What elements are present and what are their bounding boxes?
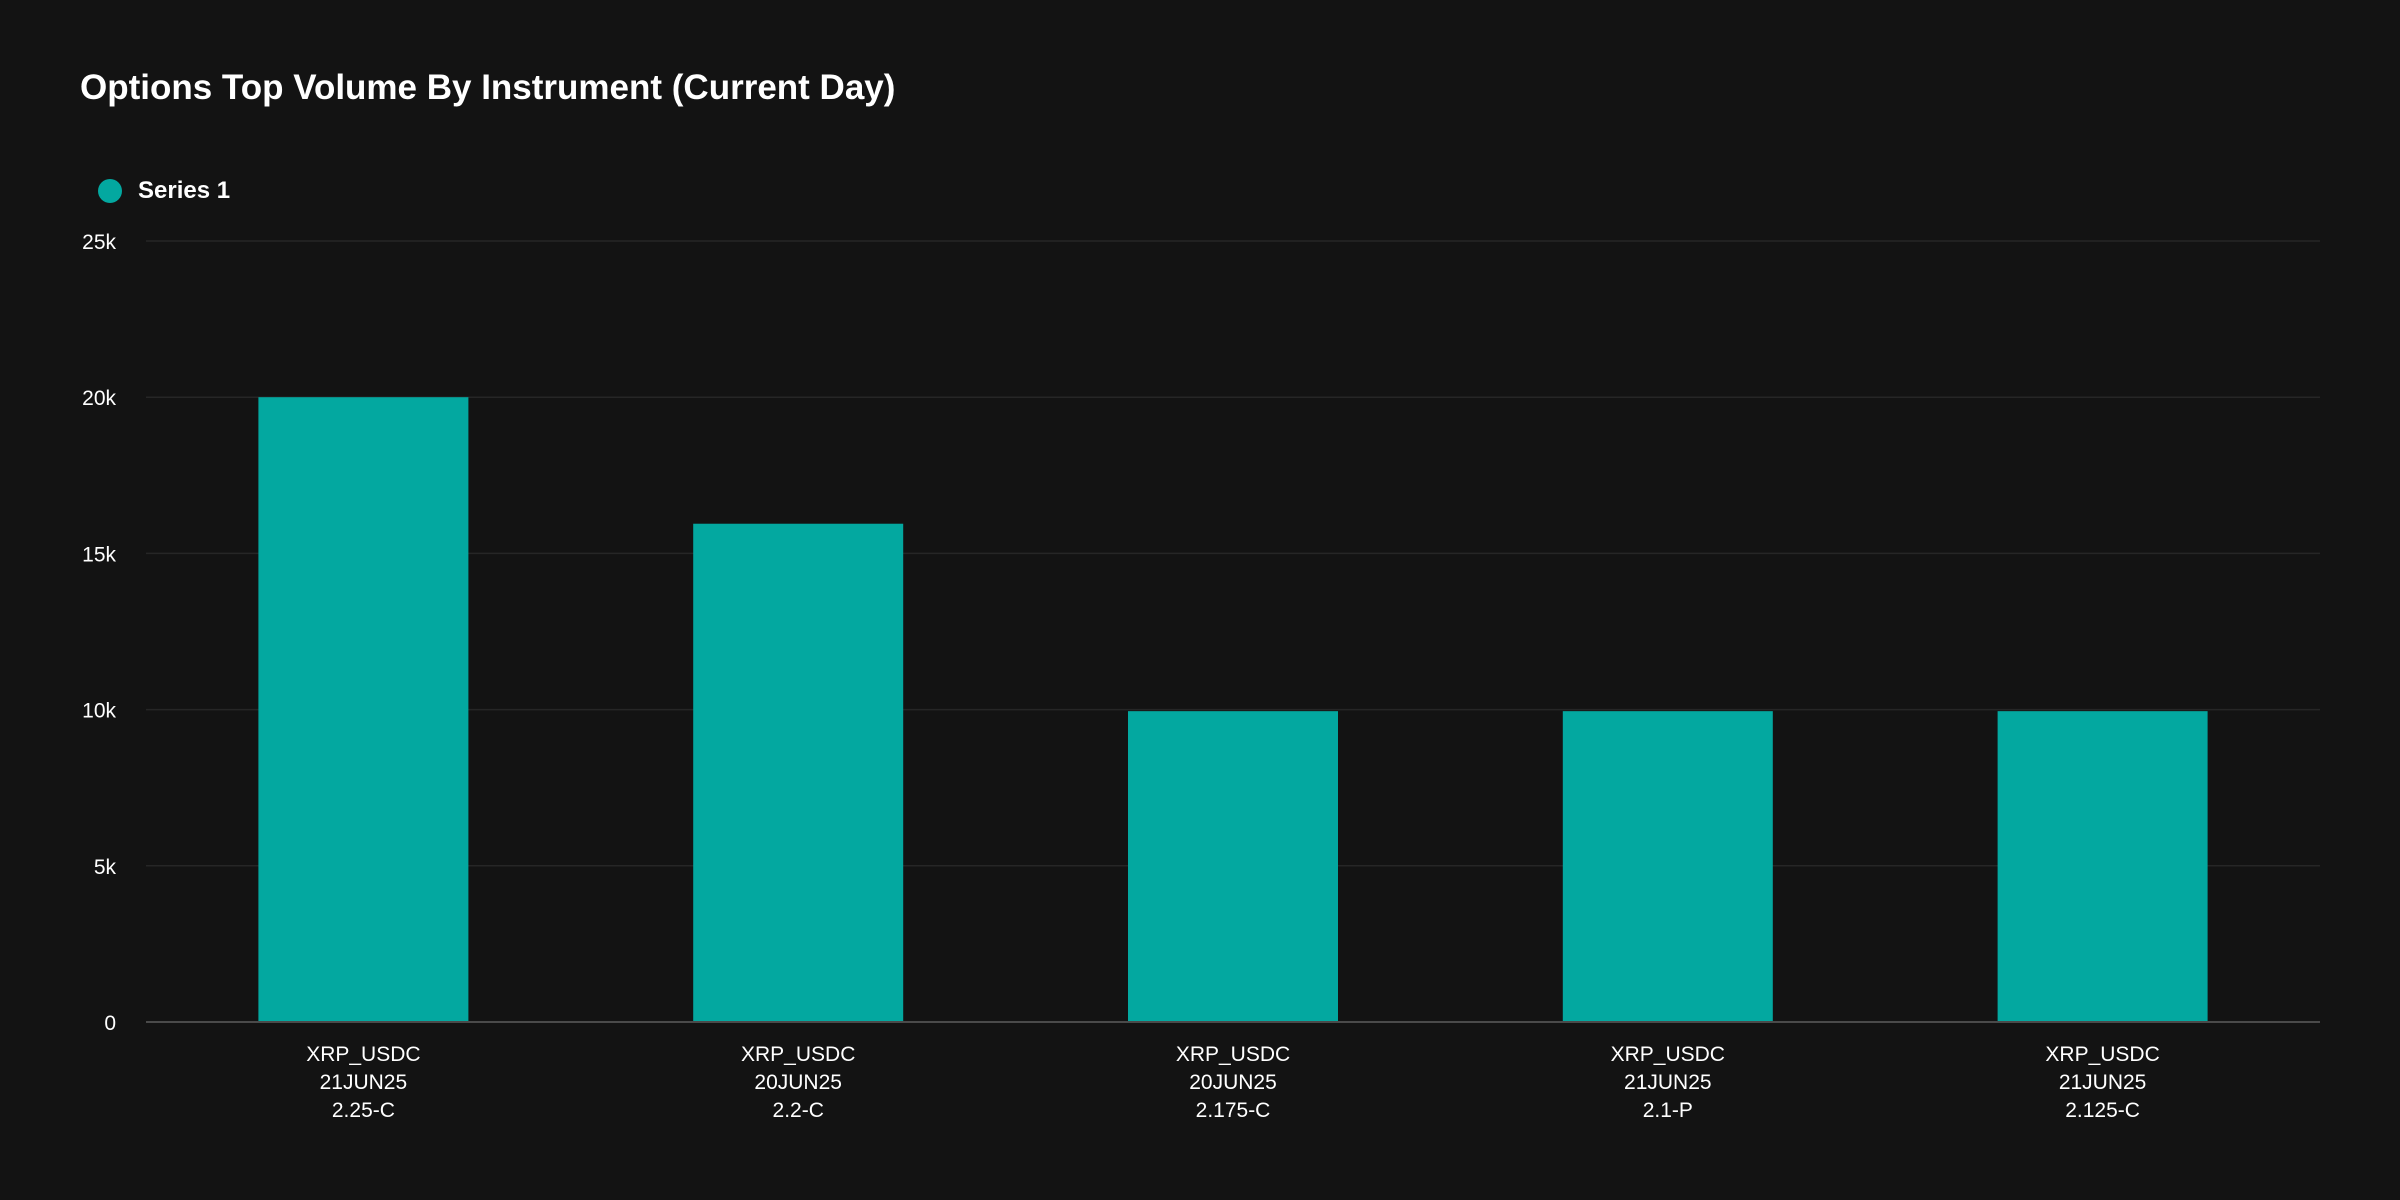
legend: Series 1 <box>98 176 230 206</box>
bar[interactable] <box>1128 711 1338 1022</box>
x-tick-label-line: 2.1-P <box>1643 1099 1693 1122</box>
x-tick-label: XRP_USDC 20JUN25 2.175-C <box>1176 1043 1290 1122</box>
y-tick-label: 15k <box>82 543 116 566</box>
x-tick-label-line: 20JUN25 <box>1189 1071 1277 1094</box>
y-tick-label: 20k <box>82 387 116 410</box>
x-tick-label-line: XRP_USDC <box>1176 1043 1290 1066</box>
y-axis-tick-labels: 0 5k 10k 15k 20k 25k <box>82 231 116 1035</box>
x-tick-label-line: 21JUN25 <box>2059 1071 2147 1094</box>
bar[interactable] <box>1562 711 1773 1022</box>
x-axis-tick-labels: XRP_USDC 21JUN25 2.25-C XRP_USDC 20JUN25 2.2-… <box>306 1043 2160 1122</box>
x-tick-label: XRP_USDC 21JUN25 2.125-C <box>2045 1043 2159 1122</box>
x-tick-label-line: 2.175-C <box>1196 1099 1271 1122</box>
y-tick-label: 10k <box>82 700 116 723</box>
y-tick-label: 5k <box>94 856 117 879</box>
x-tick-label-line: 21JUN25 <box>1624 1071 1712 1094</box>
bar[interactable] <box>693 523 904 1022</box>
bar[interactable] <box>258 397 469 1022</box>
x-tick-label-line: 2.125-C <box>2065 1099 2140 1122</box>
legend-label: Series 1 <box>138 177 231 204</box>
x-tick-label-line: 2.2-C <box>773 1099 824 1122</box>
y-tick-label: 0 <box>104 1012 116 1035</box>
x-tick-label-line: 2.25-C <box>332 1099 395 1122</box>
bar[interactable] <box>1997 711 2208 1022</box>
x-tick-label-line: XRP_USDC <box>2045 1043 2159 1066</box>
y-tick-label: 25k <box>82 231 116 254</box>
bars <box>258 397 2208 1022</box>
x-tick-label: XRP_USDC 21JUN25 2.25-C <box>306 1043 420 1122</box>
x-tick-label-line: XRP_USDC <box>1611 1043 1725 1066</box>
x-tick-label: XRP_USDC 21JUN25 2.1-P <box>1611 1043 1725 1122</box>
x-tick-label: XRP_USDC 20JUN25 2.2-C <box>741 1043 855 1122</box>
gridlines <box>146 240 2320 867</box>
x-tick-label-line: XRP_USDC <box>741 1043 855 1066</box>
x-tick-label-line: XRP_USDC <box>306 1043 420 1066</box>
x-tick-label-line: 20JUN25 <box>754 1071 842 1094</box>
legend-swatch <box>98 179 122 203</box>
x-tick-label-line: 21JUN25 <box>320 1071 408 1094</box>
chart-title: Options Top Volume By Instrument (Curren… <box>80 68 896 107</box>
